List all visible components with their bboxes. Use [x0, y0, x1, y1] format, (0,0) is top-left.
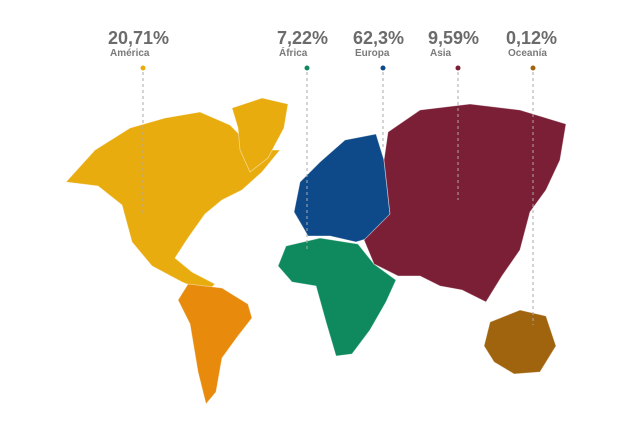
dot [304, 65, 310, 71]
region-name: Asia [430, 48, 452, 59]
greenland [231, 97, 289, 173]
region-name: Oceanía [508, 48, 547, 59]
region-name: América [110, 48, 150, 59]
region-name: África [279, 46, 308, 59]
share-label: 0,12% [506, 28, 557, 48]
oceania [483, 309, 557, 375]
region-name: Europa [355, 48, 390, 59]
dot [140, 65, 146, 71]
continents [65, 97, 567, 405]
asia [363, 103, 567, 303]
dot [530, 65, 536, 71]
dot [455, 65, 461, 71]
share-label: 7,22% [277, 28, 328, 48]
share-label: 9,59% [428, 28, 479, 48]
north-america [65, 111, 281, 293]
share-label: 62,3% [353, 28, 404, 48]
africa [277, 237, 397, 357]
europe [293, 133, 391, 243]
share-label: 20,71% [108, 28, 169, 48]
callouts: 20,71% América 7,22% África 62,3% Europa… [108, 28, 557, 325]
dot [380, 65, 386, 71]
south-america [177, 283, 253, 405]
